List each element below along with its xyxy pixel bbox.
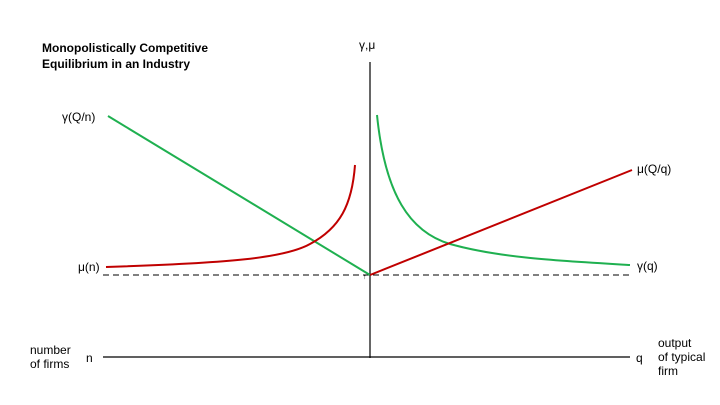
origin-marker: ↑ xyxy=(363,274,367,281)
gamma-q-curve xyxy=(376,114,631,266)
diagram-title: Monopolistically Competitive Equilibrium… xyxy=(42,40,272,72)
right-axis-caption-line-2: of typical xyxy=(658,350,706,364)
right-axis-caption-line-3: firm xyxy=(658,364,678,378)
left-axis-caption-line-2: of firms xyxy=(30,357,70,371)
left-axis-caption: number of firms xyxy=(30,343,71,371)
vertical-axis-label: γ,μ xyxy=(359,38,376,52)
right-axis-caption-line-1: output xyxy=(658,336,692,350)
mu-n-label: μ(n) xyxy=(78,260,100,274)
right-axis-caption: output of typical firm xyxy=(658,336,705,378)
left-axis-letter: n xyxy=(86,351,93,365)
gamma-q-over-n-label: γ(Q/n) xyxy=(62,110,96,124)
mu-n-curve xyxy=(105,164,356,268)
gamma-q-over-n-line xyxy=(107,115,371,276)
gamma-q-label: γ(q) xyxy=(637,259,658,273)
right-axis-letter: q xyxy=(636,351,643,365)
left-axis-caption-line-1: number xyxy=(30,343,71,357)
title-line-2: Equilibrium in an Industry xyxy=(42,57,191,71)
mu-q-over-q-line xyxy=(369,169,633,276)
title-line-1: Monopolistically Competitive xyxy=(42,41,209,55)
mu-q-over-q-label: μ(Q/q) xyxy=(637,162,672,176)
